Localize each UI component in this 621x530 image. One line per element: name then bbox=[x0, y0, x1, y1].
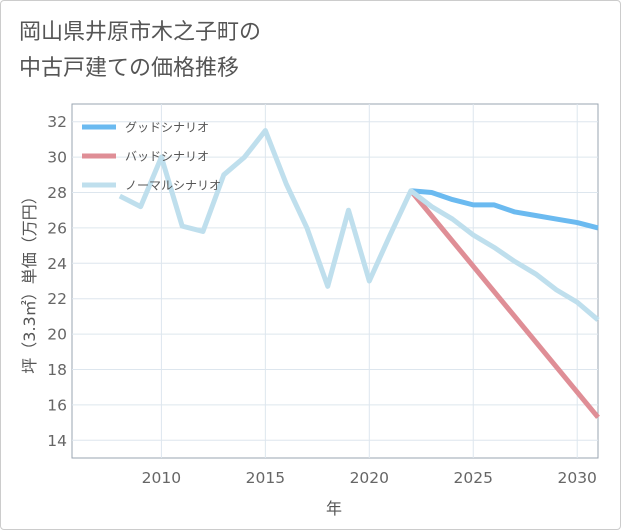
axis-ticks: 2010 2015 2020 2025 2030 14 16 18 20 22 24 26 28 30 32 bbox=[47, 113, 597, 487]
y-tick-label: 16 bbox=[47, 396, 67, 414]
y-axis-title: 坪（3.3㎡）単価（万円） bbox=[20, 188, 39, 373]
y-tick-label: 30 bbox=[47, 149, 67, 167]
chart-title: 岡山県井原市木之子町の 中古戸建ての価格推移 bbox=[19, 20, 262, 81]
series-line-3 bbox=[118, 128, 600, 322]
grid-lines bbox=[72, 104, 598, 458]
series-layer bbox=[118, 128, 600, 419]
legend-label: グッドシナリオ bbox=[125, 121, 209, 135]
x-tick-label: 2015 bbox=[246, 469, 285, 487]
x-tick-label: 2010 bbox=[142, 469, 181, 487]
y-tick-label: 14 bbox=[47, 432, 67, 450]
series-line-1 bbox=[410, 188, 599, 231]
y-tick-label: 26 bbox=[47, 219, 67, 237]
x-tick-label: 2025 bbox=[454, 469, 493, 487]
legend-label: バッドシナリオ bbox=[125, 150, 209, 164]
legend-label: ノーマルシナリオ bbox=[125, 179, 221, 193]
x-tick-label: 2020 bbox=[350, 469, 389, 487]
x-axis-title: 年 bbox=[326, 499, 342, 518]
y-tick-label: 18 bbox=[47, 361, 67, 379]
y-tick-label: 28 bbox=[47, 184, 67, 202]
x-tick-label: 2030 bbox=[557, 469, 596, 487]
y-tick-label: 22 bbox=[47, 290, 67, 308]
y-tick-label: 32 bbox=[47, 113, 67, 131]
y-tick-label: 24 bbox=[47, 255, 67, 273]
series-line-2 bbox=[408, 189, 600, 419]
y-tick-label: 20 bbox=[47, 326, 67, 344]
